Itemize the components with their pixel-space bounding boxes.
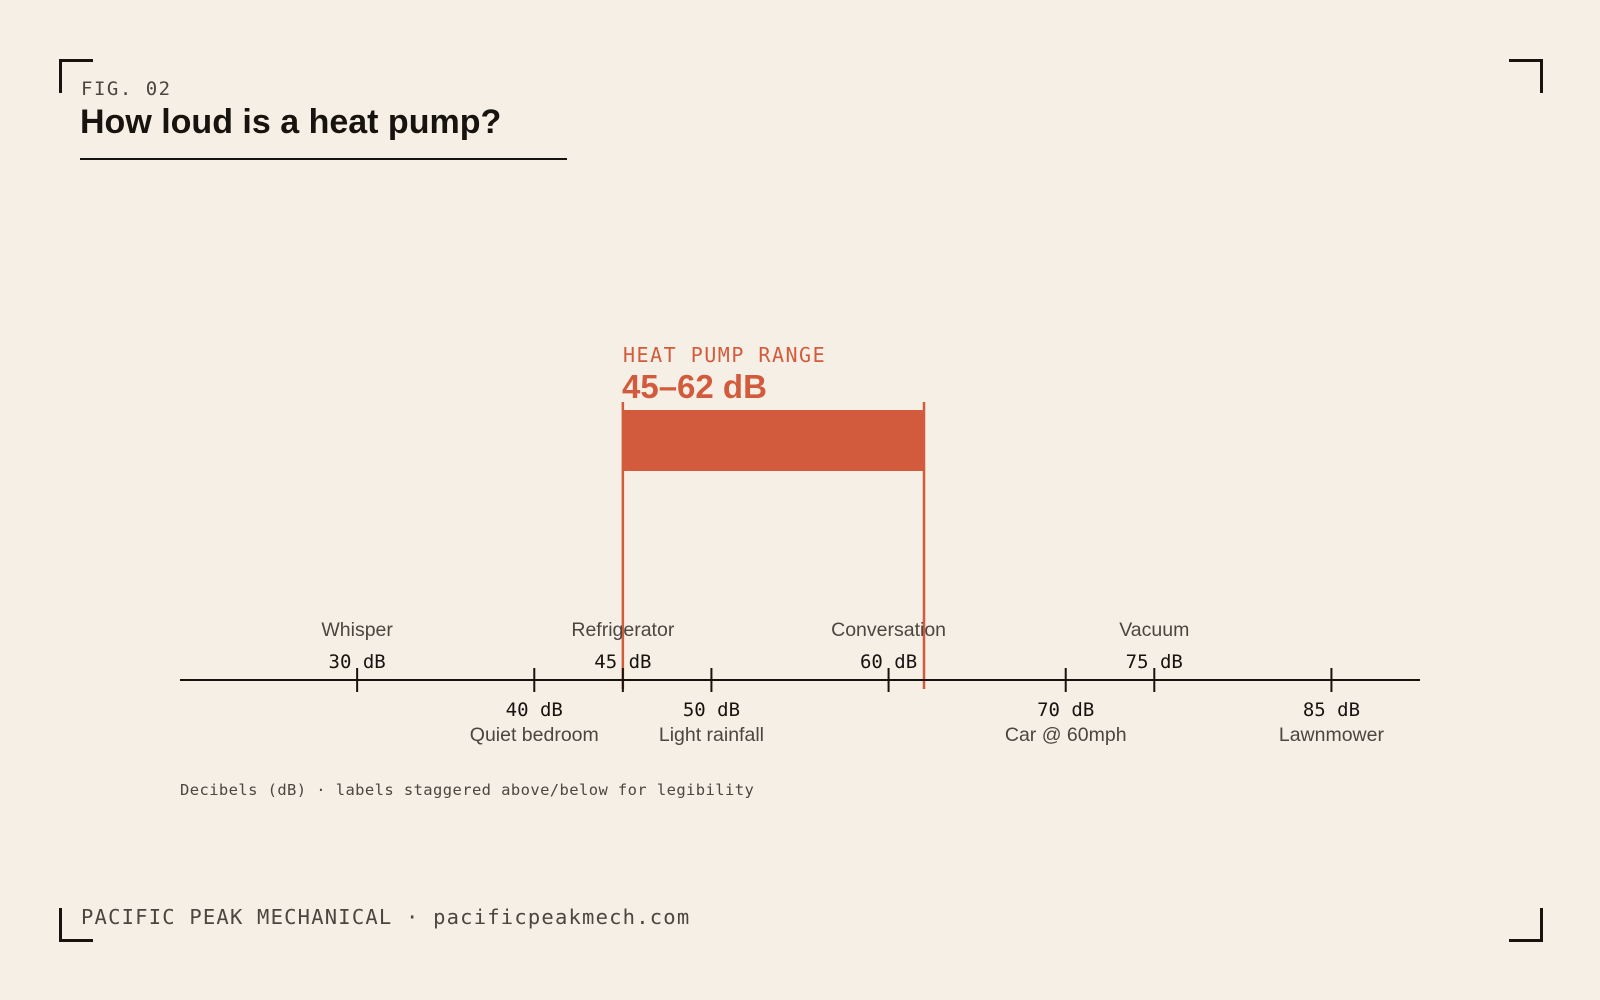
marker-name-label: Lawnmower — [1279, 724, 1385, 746]
footnote: Decibels (dB) · labels staggered above/b… — [180, 781, 755, 799]
marker-value-label: 75 dB — [1126, 651, 1183, 673]
marker-value-label: 50 dB — [683, 699, 740, 721]
marker-value-label: 45 dB — [594, 651, 651, 673]
marker-value-label: 40 dB — [506, 699, 563, 721]
page-title: How loud is a heat pump? — [80, 103, 502, 141]
footer-brand: PACIFIC PEAK MECHANICAL · pacificpeakmec… — [81, 905, 691, 929]
marker-value-label: 30 dB — [329, 651, 386, 673]
heat-pump-range-label: HEAT PUMP RANGE — [623, 343, 826, 367]
marker-name-label: Whisper — [321, 619, 393, 641]
corner-mark-top-right — [1509, 59, 1543, 93]
marker-name-label: Refrigerator — [571, 619, 674, 641]
marker-name-label: Conversation — [831, 619, 946, 641]
heat-pump-range-bar — [622, 410, 924, 471]
marker-value-label: 70 dB — [1037, 699, 1094, 721]
marker-name-label: Vacuum — [1119, 619, 1189, 641]
marker-name-label: Car @ 60mph — [1005, 724, 1127, 746]
title-underline — [80, 158, 567, 160]
heat-pump-range — [621, 402, 926, 689]
heat-pump-range-value: 45–62 dB — [622, 368, 767, 405]
figure-label: FIG. 02 — [81, 78, 172, 100]
marker-value-label: 60 dB — [860, 651, 917, 673]
corner-mark-bottom-right — [1509, 908, 1543, 942]
scale-markers: 30 dB Whisper 40 dB Quiet bedroom 45 dB Refri… — [321, 619, 1384, 746]
marker-value-label: 85 dB — [1303, 699, 1360, 721]
corner-mark-top-left — [59, 59, 93, 93]
marker-name-label: Light rainfall — [659, 724, 764, 746]
corner-mark-bottom-left — [59, 908, 93, 942]
marker-name-label: Quiet bedroom — [470, 724, 599, 746]
